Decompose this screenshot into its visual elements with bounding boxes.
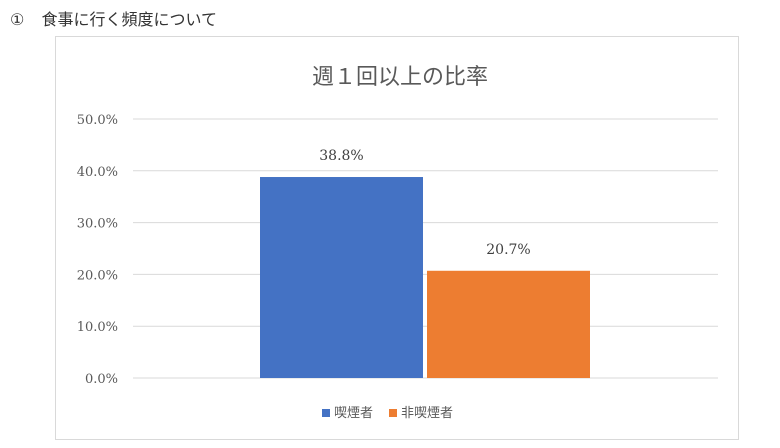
legend-swatch	[322, 409, 330, 417]
legend-label: 喫煙者	[334, 406, 373, 421]
y-axis-tick-labels: 0.0% 10.0% 20.0% 30.0% 40.0% 50.0%	[77, 113, 118, 387]
bars	[260, 177, 590, 378]
legend-label: 非喫煙者	[401, 406, 453, 421]
bar-1	[260, 177, 423, 378]
y-tick-label: 10.0%	[77, 320, 118, 335]
bar-2	[427, 270, 590, 378]
y-tick-label: 30.0%	[77, 217, 118, 232]
y-tick-label: 40.0%	[77, 165, 118, 180]
y-tick-label: 20.0%	[77, 268, 118, 283]
chart-title: 週１回以上の比率	[312, 65, 488, 90]
chart-container: 週１回以上の比率 0.0% 10.0% 20.0% 30.0% 40.0% 50.0% 3…	[55, 36, 739, 440]
data-label: 20.7%	[486, 242, 530, 258]
bar-chart: 週１回以上の比率 0.0% 10.0% 20.0% 30.0% 40.0% 50.0% 3…	[77, 65, 718, 421]
gridlines	[133, 118, 718, 379]
y-tick-label: 50.0%	[77, 113, 118, 128]
y-tick-label: 0.0%	[85, 372, 118, 387]
section-number: ①	[10, 10, 25, 29]
legend-swatch	[389, 409, 397, 417]
legend: 喫煙者 非喫煙者	[322, 406, 453, 421]
section-title: 食事に行く頻度について	[41, 10, 217, 29]
data-labels: 38.8% 20.7%	[319, 148, 530, 258]
data-label: 38.8%	[319, 148, 363, 164]
section-heading: ① 食事に行く頻度について	[10, 6, 217, 30]
